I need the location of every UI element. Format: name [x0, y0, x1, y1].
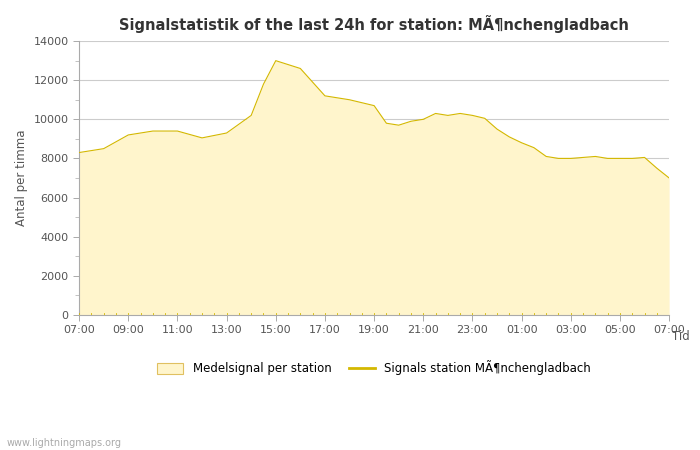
X-axis label: Tid: Tid	[672, 330, 690, 343]
Title: Signalstatistik of the last 24h for station: MÃ¶nchengladbach: Signalstatistik of the last 24h for stat…	[119, 15, 629, 33]
Text: www.lightningmaps.org: www.lightningmaps.org	[7, 438, 122, 448]
Y-axis label: Antal per timma: Antal per timma	[15, 130, 28, 226]
Legend: Medelsignal per station, Signals station MÃ¶nchengladbach: Medelsignal per station, Signals station…	[153, 356, 596, 380]
